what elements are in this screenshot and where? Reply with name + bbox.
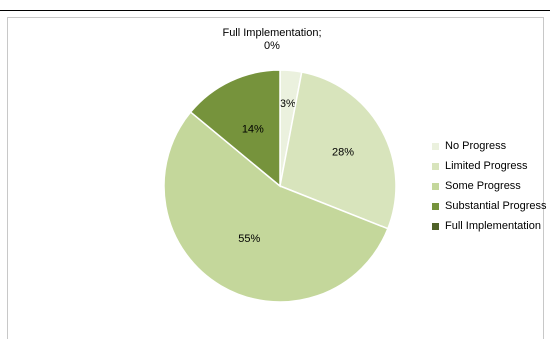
data-label-some-progress: 55% — [238, 233, 260, 245]
pie-slice-some-progress — [163, 111, 389, 303]
legend-label-full-implementation: Full Implementation — [445, 220, 541, 232]
legend-swatch-limited-progress — [432, 162, 439, 170]
legend-label-some-progress: Some Progress — [445, 180, 521, 192]
legend-swatch-no-progress — [432, 142, 439, 150]
data-label-no-progress: 3% — [280, 98, 296, 110]
legend-item-limited-progress: Limited Progress — [432, 156, 547, 176]
data-label-full-implementation: Full Implementation; 0% — [222, 27, 321, 52]
legend-item-substantial-progress: Substantial Progress — [432, 196, 547, 216]
legend-label-substantial-progress: Substantial Progress — [445, 200, 547, 212]
legend-label-limited-progress: Limited Progress — [445, 160, 528, 172]
legend-swatch-full-implementation — [432, 222, 439, 230]
pie-slice-limited-progress — [279, 71, 397, 230]
legend-swatch-substantial-progress — [432, 202, 439, 210]
pie-slice-substantial-progress — [189, 69, 281, 188]
top-rule — [0, 10, 550, 11]
legend-item-no-progress: No Progress — [432, 136, 547, 156]
legend-label-no-progress: No Progress — [445, 140, 507, 152]
data-label-substantial-progress: 14% — [242, 123, 264, 135]
data-label-limited-progress: 28% — [332, 146, 354, 158]
legend-item-full-implementation: Full Implementation — [432, 216, 547, 236]
legend-item-some-progress: Some Progress — [432, 176, 547, 196]
legend: No Progress Limited Progress Some Progress… — [432, 136, 547, 236]
legend-swatch-some-progress — [432, 182, 439, 190]
chart-frame — [7, 17, 544, 339]
